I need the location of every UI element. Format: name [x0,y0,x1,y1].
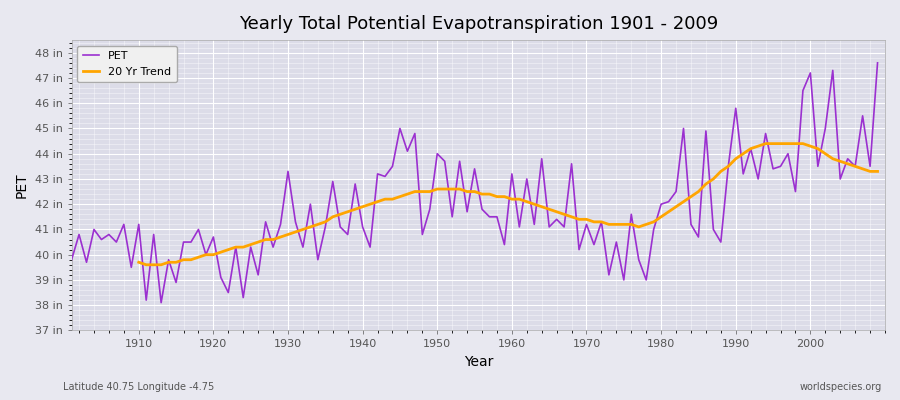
20 Yr Trend [760,141,771,146]
PET [604,272,615,277]
X-axis label: Year: Year [464,355,493,369]
20 Yr Trend [872,169,883,174]
20 Yr Trend [140,262,151,267]
20 Yr Trend [283,232,293,237]
PET [507,172,517,176]
20 Yr Trend [312,222,323,227]
20 Yr Trend [133,260,144,265]
Text: worldspecies.org: worldspecies.org [800,382,882,392]
20 Yr Trend [521,199,532,204]
Line: 20 Yr Trend: 20 Yr Trend [139,144,878,265]
PET [872,60,883,65]
PET [67,257,77,262]
Legend: PET, 20 Yr Trend: PET, 20 Yr Trend [77,46,177,82]
PET [126,265,137,270]
Text: Latitude 40.75 Longitude -4.75: Latitude 40.75 Longitude -4.75 [63,382,214,392]
PET [514,224,525,229]
20 Yr Trend [827,156,838,161]
PET [342,232,353,237]
PET [156,300,166,305]
20 Yr Trend [850,164,860,169]
PET [298,245,309,250]
Title: Yearly Total Potential Evapotranspiration 1901 - 2009: Yearly Total Potential Evapotranspiratio… [238,15,718,33]
20 Yr Trend [581,217,592,222]
Line: PET: PET [72,63,878,303]
Y-axis label: PET: PET [15,172,29,198]
